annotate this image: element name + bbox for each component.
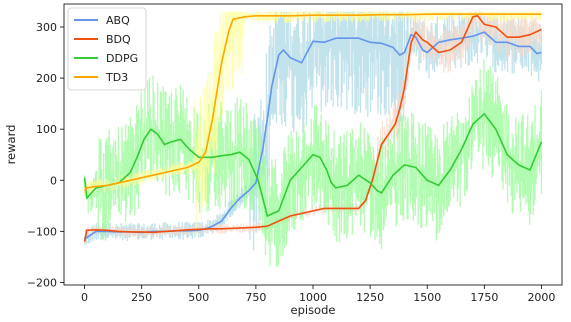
y-tick-label: 0 — [50, 174, 57, 187]
x-tick-label: 0 — [81, 291, 88, 304]
y-tick-label: −200 — [27, 276, 57, 289]
x-axis-ticks: 0 250 500 750 1000 1250 1500 1750 2000 — [81, 285, 555, 304]
y-tick-label: 300 — [36, 21, 57, 34]
y-tick-label: −100 — [27, 225, 57, 238]
x-tick-label: 250 — [131, 291, 152, 304]
y-axis-ticks: −200 −100 0 100 200 300 — [27, 21, 64, 289]
legend: ABQ BDQ DDPG TD3 — [68, 8, 146, 90]
x-tick-label: 1750 — [470, 291, 498, 304]
x-tick-label: 1250 — [356, 291, 384, 304]
y-axis-label: reward — [4, 125, 18, 165]
x-tick-label: 750 — [245, 291, 266, 304]
variance-bands — [85, 12, 542, 267]
y-tick-label: 200 — [36, 72, 57, 85]
x-tick-label: 2000 — [527, 291, 555, 304]
legend-label: DDPG — [106, 52, 138, 65]
y-tick-label: 100 — [36, 123, 57, 136]
x-tick-label: 500 — [188, 291, 209, 304]
legend-label: ABQ — [106, 14, 130, 27]
x-axis-label: episode — [291, 303, 336, 317]
legend-label: TD3 — [105, 71, 128, 84]
x-tick-label: 1500 — [413, 291, 441, 304]
legend-label: BDQ — [106, 33, 131, 46]
